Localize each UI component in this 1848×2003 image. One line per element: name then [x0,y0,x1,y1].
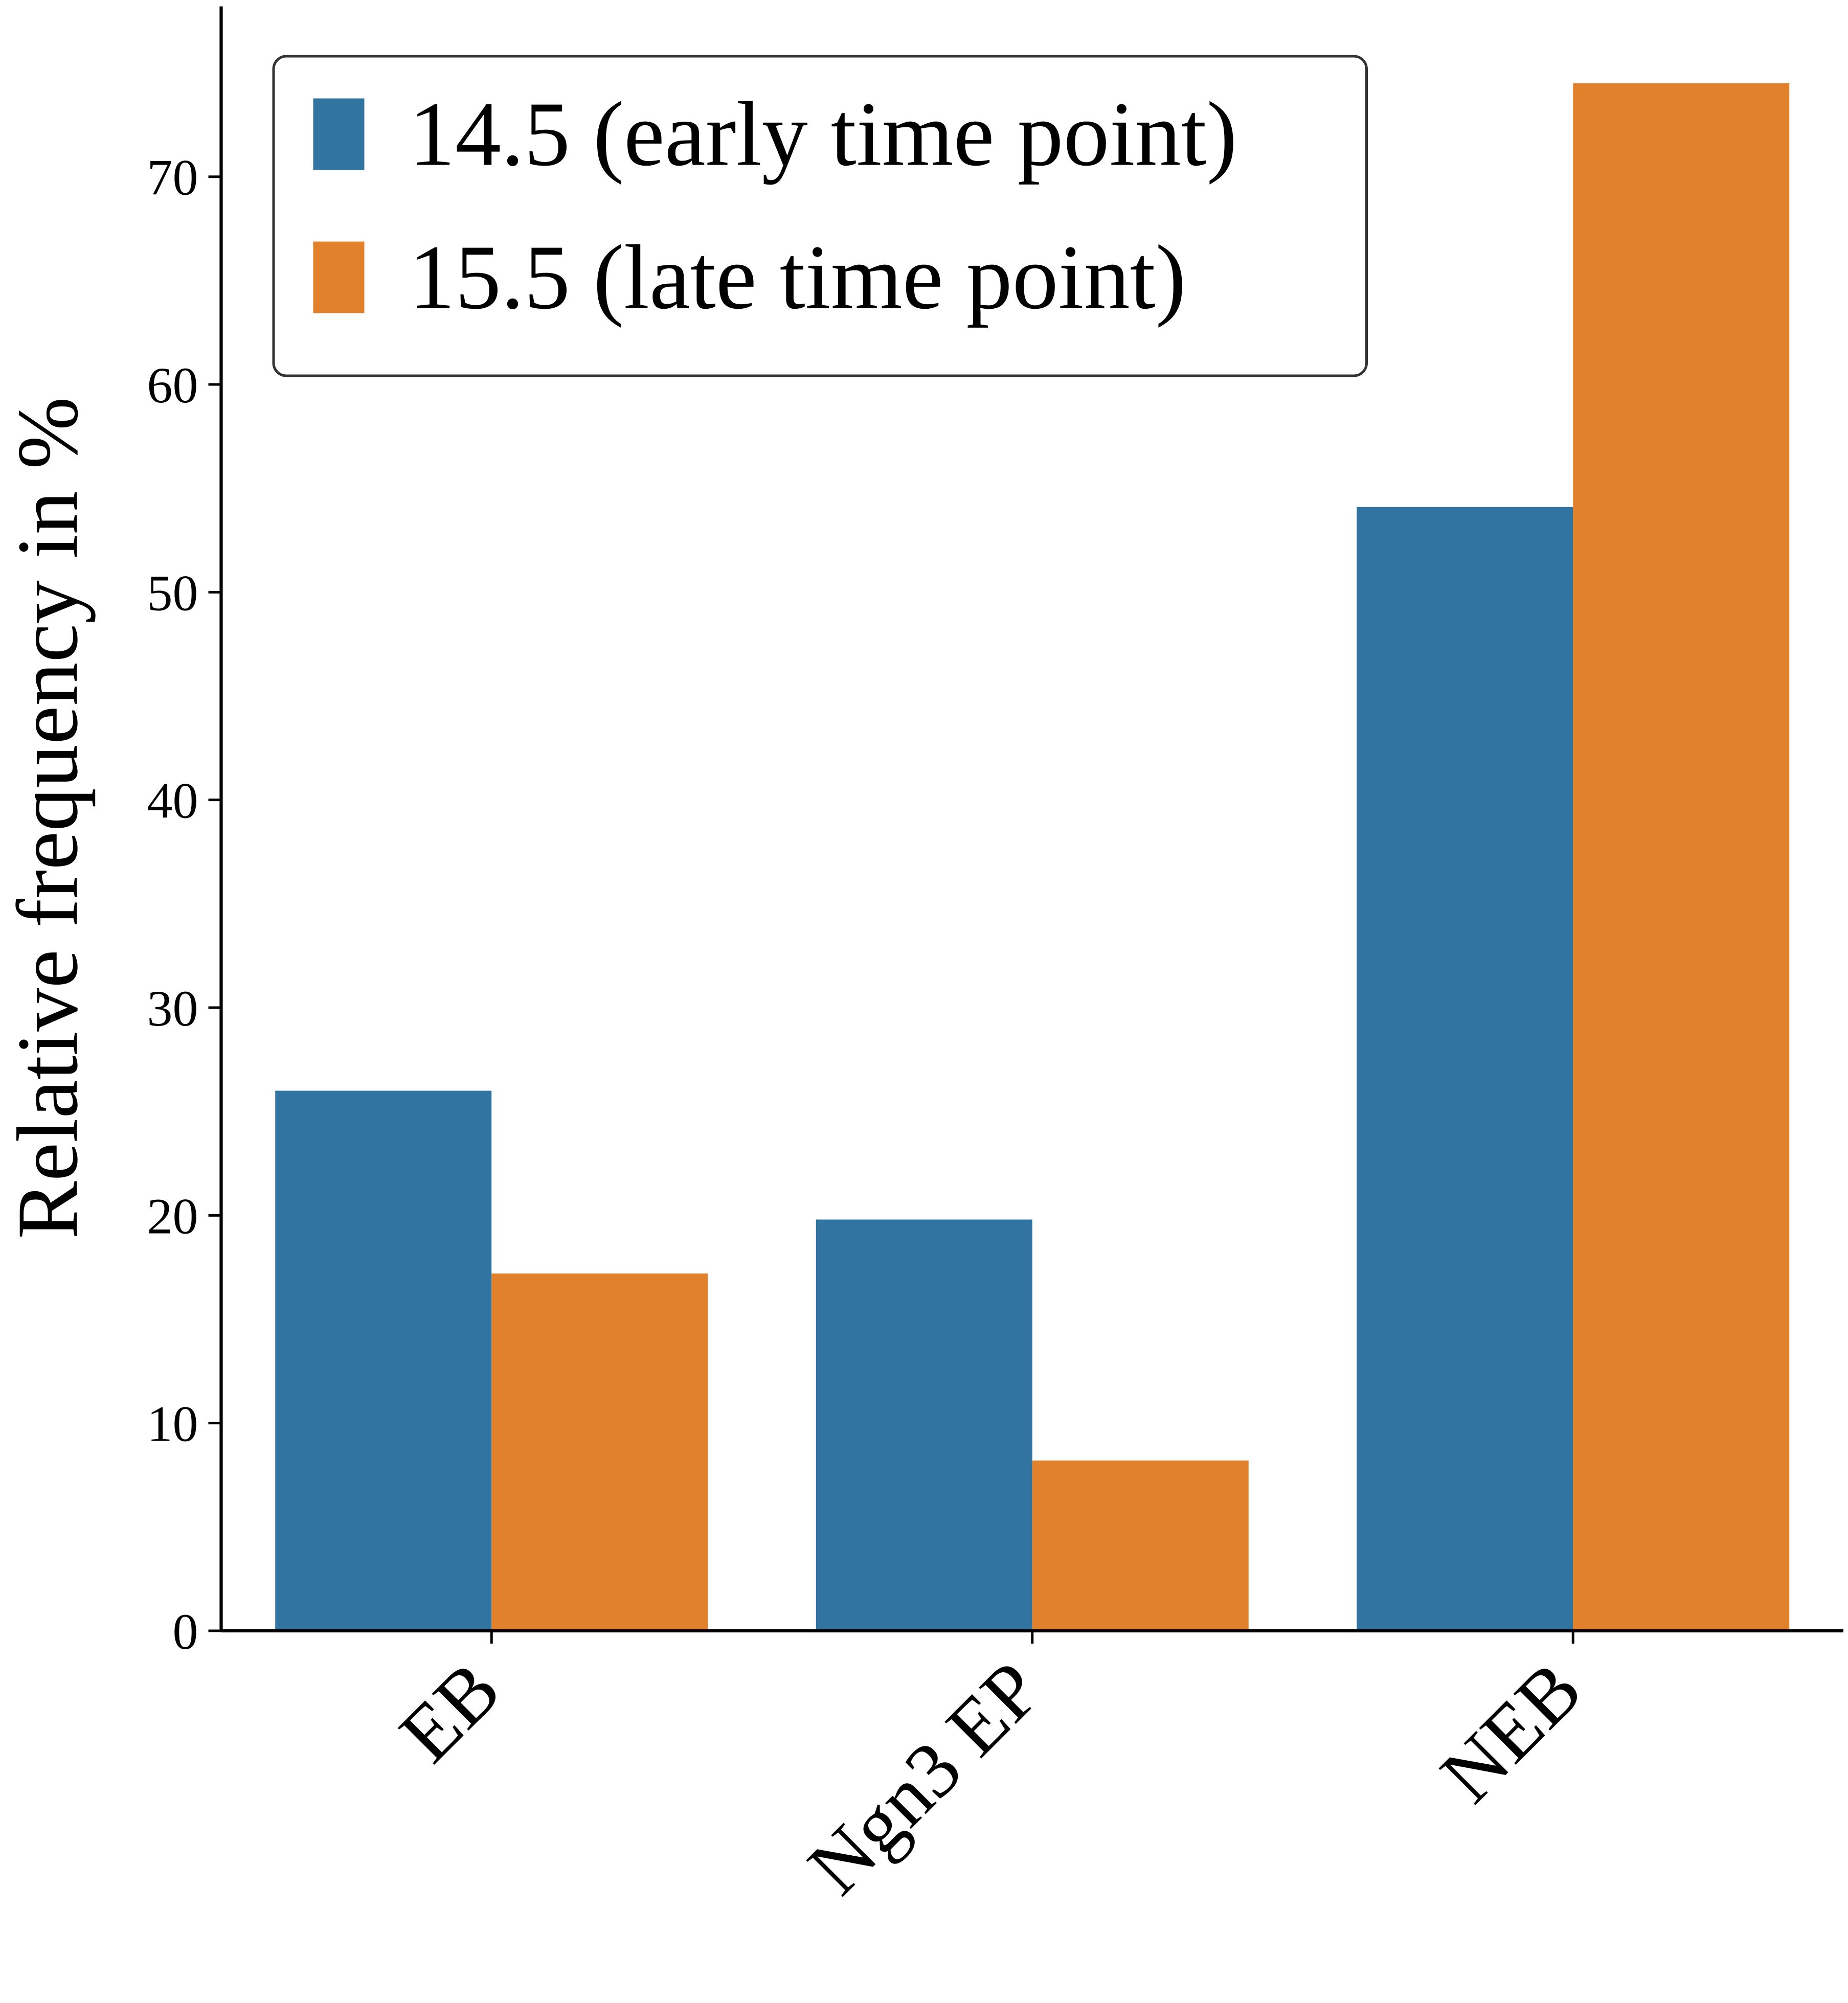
legend-box [272,55,1368,377]
x-tick-label: Ngn3 EP [791,1645,1057,1910]
y-tick-label: 0 [173,1603,198,1660]
legend-label: 14.5 (early time point) [409,83,1237,185]
y-tick-label: 60 [147,357,198,414]
bar [275,1090,492,1631]
legend: 14.5 (early time point) 15.5 (late time p… [272,55,1368,377]
legend-swatch [313,98,365,170]
bar [1032,1460,1249,1631]
y-tick-label: 70 [147,149,198,206]
y-tick-label: 40 [147,772,198,829]
x-tick-label: EB [383,1645,517,1779]
bar [1573,83,1790,1631]
legend-swatch [313,241,365,313]
y-tick-label: 50 [147,564,198,621]
y-tick-label: 10 [147,1396,198,1452]
y-tick-label: 20 [147,1188,198,1244]
bar [816,1219,1032,1631]
bar [1357,507,1573,1631]
bar [491,1273,708,1631]
y-tick-label: 30 [147,980,198,1037]
x-tick-label: NEB [1424,1645,1598,1819]
y-axis-label: Relative frequency in % [0,397,96,1239]
legend-label: 15.5 (late time point) [409,226,1186,328]
